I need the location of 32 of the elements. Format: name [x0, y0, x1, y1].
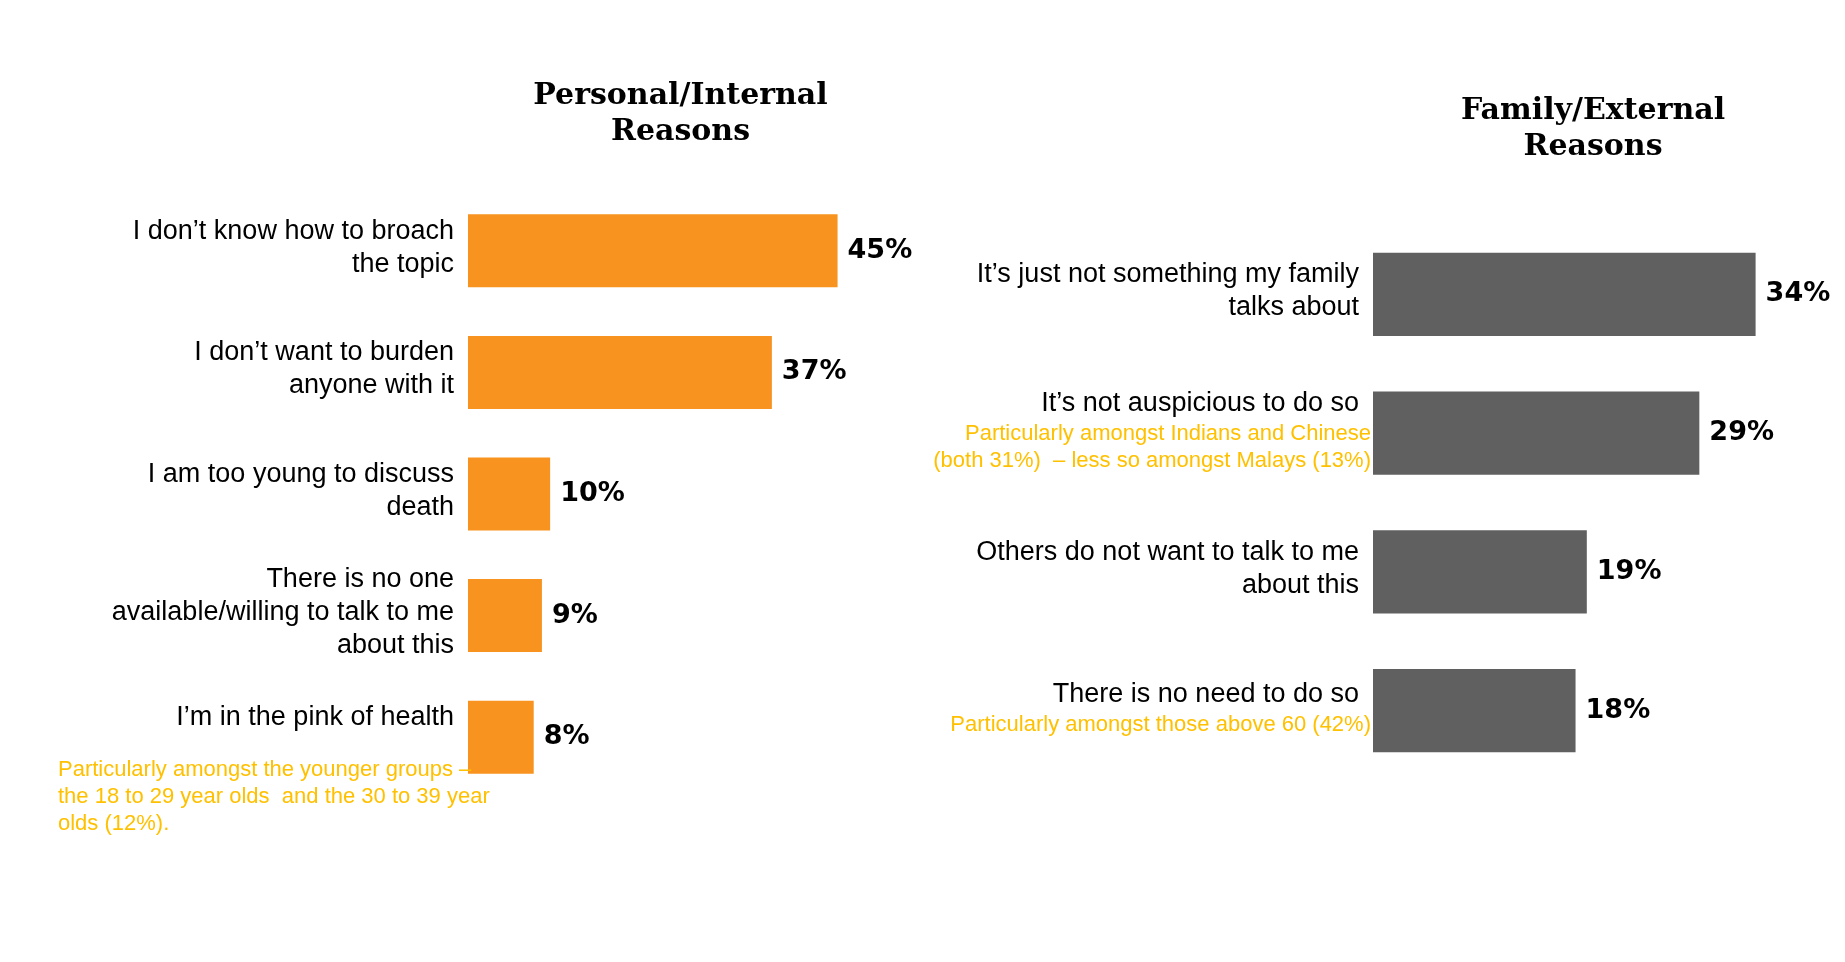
bar	[468, 457, 551, 531]
chart-title: Family/External Reasons	[1460, 90, 1726, 162]
data-label: 45%	[847, 232, 913, 264]
bar	[1373, 391, 1700, 475]
chart-title: Personal/Internal Reasons	[533, 75, 828, 147]
bar	[468, 700, 534, 774]
annotation: Particularly amongst the younger groups – the 18 to 29 year olds and the 30 to 39 year olds (12%).	[58, 756, 490, 836]
data-label: 37%	[781, 354, 847, 386]
bar	[1373, 669, 1576, 753]
y-tick-label: I don’t know how to broach the topic	[132, 214, 454, 278]
bar	[1373, 252, 1756, 336]
y-tick-label: I’m in the pink of health	[176, 701, 454, 732]
text: Particularly amongst Indians and Chinese (both 31%) – less so amongst Malays (13%)	[933, 419, 1371, 472]
data-label: 9%	[551, 597, 598, 629]
y-tick-label: There is no need to do so	[1052, 677, 1359, 708]
bar	[468, 579, 542, 653]
y-tick-label: There is no one available/willing to talk to me about this	[111, 563, 454, 660]
data-label: 18%	[1585, 692, 1651, 724]
bar	[468, 335, 772, 409]
y-tick-label: It’s not auspicious to do so	[1041, 386, 1359, 417]
bar	[1373, 530, 1587, 614]
y-tick-label: I am too young to discuss death	[147, 457, 454, 521]
data-label: 8%	[543, 719, 590, 751]
y-tick-label: I don’t want to burden anyone with it	[194, 336, 455, 400]
text: Particularly amongst those above 60 (42%)	[950, 710, 1371, 736]
data-label: 34%	[1765, 276, 1831, 308]
y-tick-label: It’s just not something my family talks about	[976, 258, 1360, 322]
data-label: 19%	[1596, 553, 1662, 585]
data-label: 10%	[560, 476, 625, 508]
bar	[468, 214, 838, 288]
data-label: 29%	[1709, 415, 1774, 447]
y-tick-label: Others do not want to talk to me about this	[976, 535, 1359, 599]
